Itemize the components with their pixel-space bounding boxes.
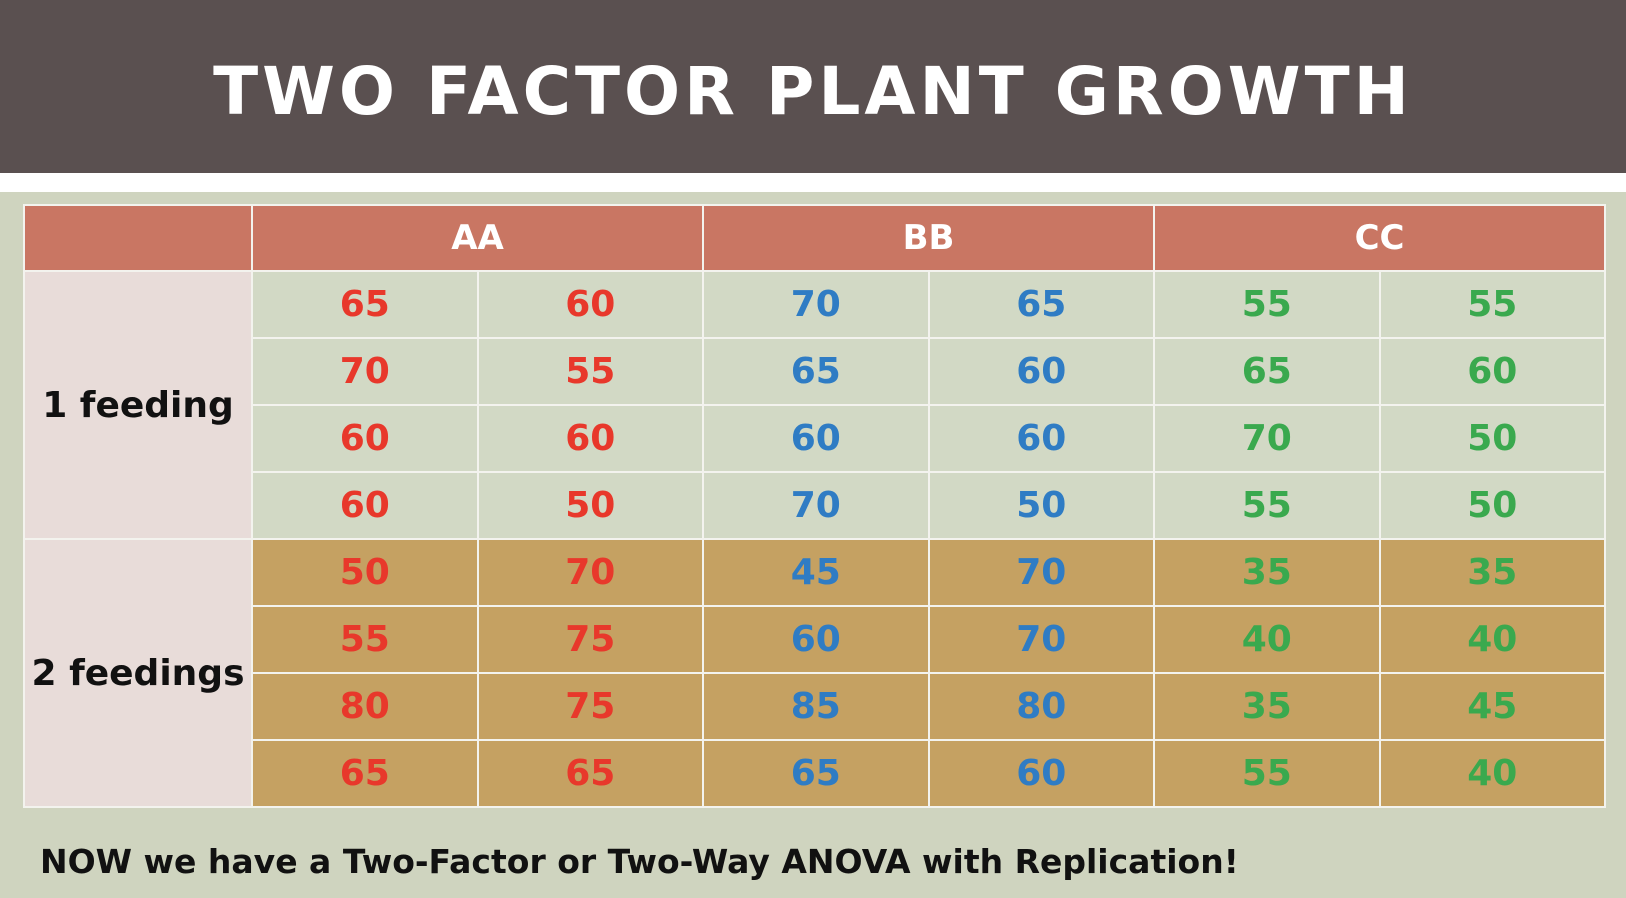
table-cell: 45 [1378,672,1607,741]
table-row: 65 65 65 60 55 40 [24,739,1607,808]
title-bar: TWO FACTOR PLANT GROWTH [0,0,1626,173]
table-cell: 65 [702,739,930,808]
table-cell: 60 [927,404,1156,473]
table-cell: 55 [1378,270,1607,339]
table-row: 60 50 70 50 55 50 [24,471,1607,540]
table-cell: 75 [476,605,705,674]
table-cell: 60 [702,404,930,473]
header-group-cc: CC [1153,204,1607,272]
table-cell: 60 [1378,337,1607,406]
table-cell: 55 [251,605,479,674]
table-cell: 50 [1378,404,1607,473]
table-cell: 60 [251,471,479,540]
table-row: 70 55 65 60 65 60 [24,337,1607,406]
table-cell: 40 [1378,605,1607,674]
table-header-row: AA BB CC [23,204,1607,272]
table-cell: 65 [702,337,930,406]
table-cell: 65 [1153,337,1381,406]
table-cell: 35 [1153,672,1381,741]
data-table: AA BB CC 1 feeding 65 60 70 65 55 55 70 55 65 60 65… [23,204,1607,808]
table-cell: 70 [1153,404,1381,473]
table-row: 55 75 60 70 40 40 [24,605,1607,674]
slide-title: TWO FACTOR PLANT GROWTH [213,53,1413,130]
table-cell: 50 [476,471,705,540]
table-cell: 55 [1153,270,1381,339]
table-cell: 70 [251,337,479,406]
table-cell: 50 [927,471,1156,540]
table-cell: 50 [251,538,479,607]
table-row: 60 60 60 60 70 50 [24,404,1607,473]
table-cell: 40 [1378,739,1607,808]
header-group-aa: AA [250,204,705,272]
table-cell: 35 [1153,538,1381,607]
table-cell: 60 [476,270,705,339]
table-row: 80 75 85 80 35 45 [24,672,1607,741]
table-cell: 60 [702,605,930,674]
table-cell: 80 [251,672,479,741]
table-cell: 70 [702,270,930,339]
table-cell: 80 [927,672,1156,741]
table-cell: 70 [927,605,1156,674]
table-cell: 55 [1153,739,1381,808]
factor-level-label: 1 feeding [23,270,253,540]
content-area: AA BB CC 1 feeding 65 60 70 65 55 55 70 55 65 60 65… [0,192,1626,898]
table-cell: 35 [1378,538,1607,607]
table-cell: 60 [476,404,705,473]
footer-note: NOW we have a Two-Factor or Two-Way ANOV… [40,842,1239,881]
table-row: 1 feeding 65 60 70 65 55 55 [23,270,1607,540]
header-group-bb: BB [702,204,1156,272]
factor-level-label: 2 feedings [23,538,253,808]
table-cell: 70 [927,538,1156,607]
table-body: 1 feeding 65 60 70 65 55 55 70 55 65 60 65 60 60 60 60 6… [23,270,1607,808]
table-cell: 65 [251,739,479,808]
table-row: 2 feedings 50 70 45 70 35 35 [23,538,1607,808]
table-cell: 65 [927,270,1156,339]
table-cell: 75 [476,672,705,741]
header-corner [23,204,253,272]
table-cell: 65 [476,739,705,808]
table-cell: 70 [702,471,930,540]
table-cell: 70 [476,538,705,607]
table-cell: 60 [927,739,1156,808]
table-cell: 40 [1153,605,1381,674]
table-cell: 65 [251,270,479,339]
table-cell: 60 [927,337,1156,406]
table-cell: 45 [702,538,930,607]
table-cell: 60 [251,404,479,473]
table-cell: 85 [702,672,930,741]
table-cell: 50 [1378,471,1607,540]
table-cell: 55 [476,337,705,406]
table-cell: 55 [1153,471,1381,540]
